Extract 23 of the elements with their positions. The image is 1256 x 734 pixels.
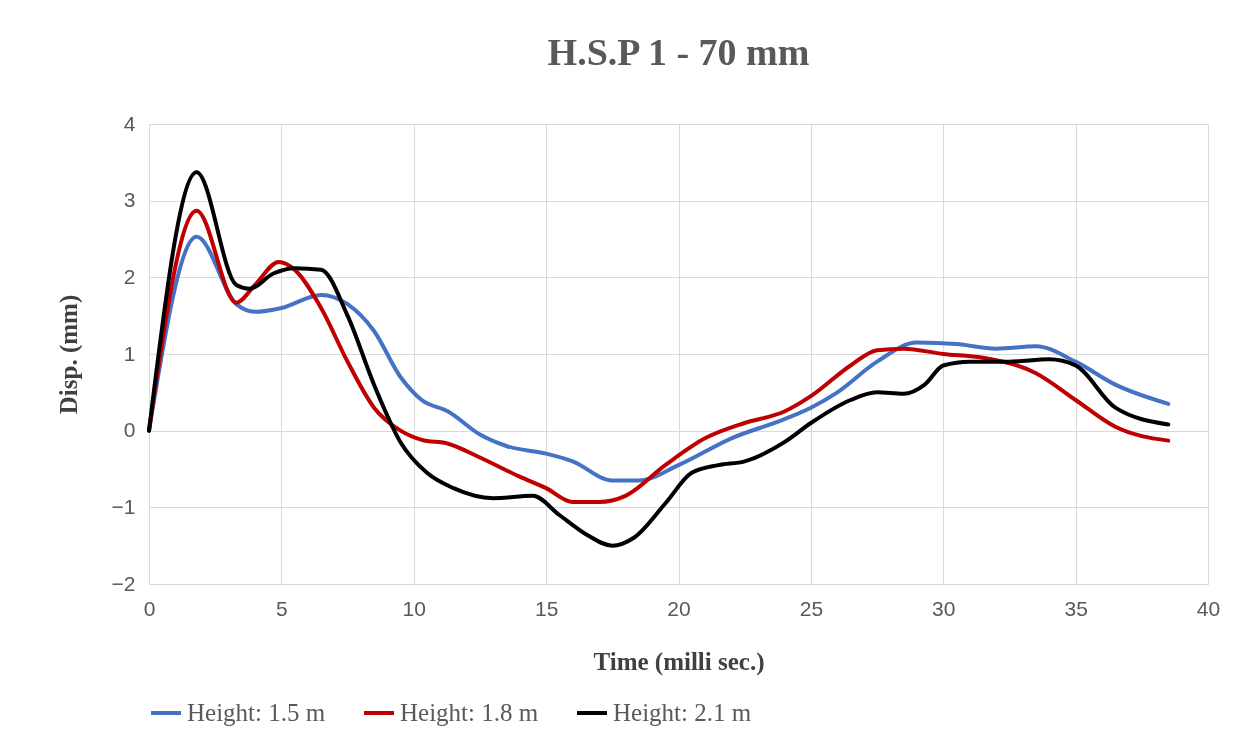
legend-label: Height: 1.8 m (400, 699, 539, 726)
chart-title: H.S.P 1 - 70 mm (547, 31, 810, 73)
x-tick-label: 35 (1064, 596, 1088, 620)
x-tick-label: 20 (667, 596, 691, 620)
y-tick-label: 0 (123, 418, 136, 442)
x-tick-label: 0 (143, 596, 156, 620)
line-series (147, 170, 1171, 548)
x-tick-label: 5 (276, 596, 288, 620)
x-axis-title: Time (milli sec.) (593, 647, 765, 676)
x-tick-label: 10 (402, 596, 426, 620)
x-tick-label: 40 (1196, 596, 1221, 620)
x-tick-label: 30 (932, 596, 956, 620)
legend-label: Height: 1.5 m (187, 699, 326, 726)
y-tick-label: 1 (123, 341, 136, 365)
y-tick-label: 3 (123, 188, 136, 212)
y-tick-label: 2 (123, 264, 136, 288)
y-tick-label: −1 (111, 494, 136, 518)
y-tick-label: 4 (123, 111, 136, 135)
y-tick-label: −2 (111, 571, 136, 595)
x-tick-label: 25 (799, 596, 824, 620)
x-tick-label: 15 (534, 596, 559, 620)
legend-label: Height: 2.1 m (613, 699, 752, 726)
y-axis-title: Disp. (mm) (54, 294, 83, 415)
